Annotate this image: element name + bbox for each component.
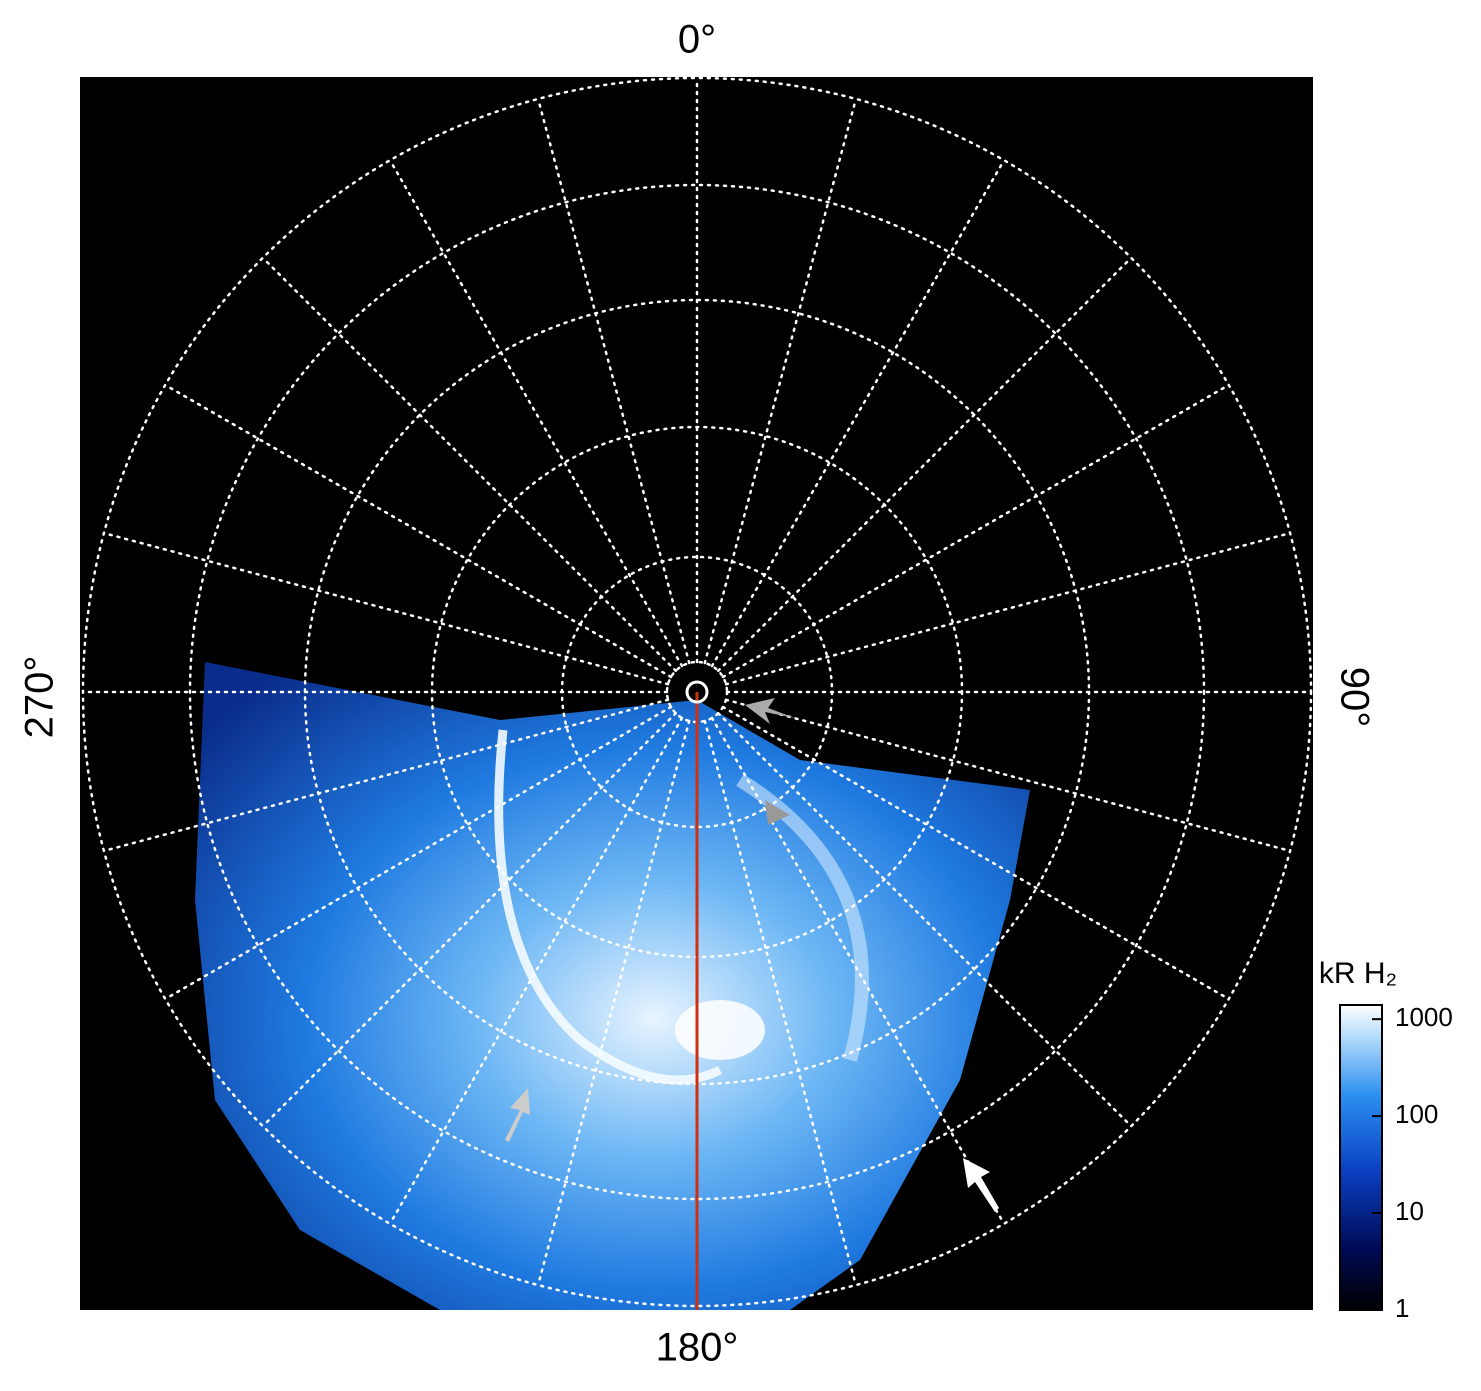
grid-radial bbox=[261, 256, 678, 673]
arrows bbox=[505, 698, 999, 1212]
angle-label: 90° bbox=[1332, 667, 1376, 728]
grid-radial bbox=[716, 256, 1133, 673]
grid-radial bbox=[164, 383, 673, 679]
grid-radial bbox=[710, 716, 1006, 1225]
grid-radial bbox=[724, 698, 1292, 853]
pole-marker bbox=[685, 680, 709, 704]
grid-radial bbox=[716, 711, 1133, 1128]
grid-radial bbox=[102, 531, 670, 686]
angle-label: 0° bbox=[678, 18, 716, 62]
angle-label: 180° bbox=[656, 1326, 739, 1370]
angle-label: 270° bbox=[18, 656, 62, 739]
colorbar bbox=[1339, 1004, 1383, 1311]
colorbar-ticks: 1 10 100 1000 bbox=[1372, 1002, 1453, 1323]
main-oval bbox=[494, 729, 723, 1085]
grid-radial bbox=[724, 531, 1292, 686]
grid-radial bbox=[710, 159, 1006, 668]
aurora-emission bbox=[195, 662, 1030, 1310]
arrow bbox=[505, 1088, 530, 1142]
grid-radial bbox=[388, 159, 684, 668]
colorbar-tick-label: 100 bbox=[1395, 1099, 1438, 1129]
grid-radial bbox=[261, 711, 678, 1128]
bright-spot bbox=[675, 1000, 765, 1060]
grid-radial bbox=[536, 719, 691, 1287]
grid-radial bbox=[703, 719, 858, 1287]
colorbar-tick-label: 10 bbox=[1395, 1196, 1424, 1226]
arrow bbox=[963, 1158, 999, 1212]
grid-radial bbox=[388, 716, 684, 1225]
grid-radial bbox=[102, 698, 670, 853]
grid-radial bbox=[703, 97, 858, 665]
grid-radial bbox=[721, 705, 1230, 1001]
grid-radial bbox=[721, 383, 1230, 679]
colorbar-tick-label: 1000 bbox=[1395, 1002, 1453, 1032]
grid-radial bbox=[164, 705, 673, 1001]
grid-radial bbox=[536, 97, 691, 665]
arrow bbox=[765, 800, 790, 825]
colorbar-tick-label: 1 bbox=[1395, 1293, 1409, 1323]
emission-arc bbox=[736, 774, 869, 1062]
grid-circle bbox=[81, 77, 1313, 1308]
grid-circle bbox=[188, 183, 1206, 1201]
colorbar-title: kR H₂ bbox=[1319, 957, 1397, 990]
arrow bbox=[745, 698, 795, 724]
